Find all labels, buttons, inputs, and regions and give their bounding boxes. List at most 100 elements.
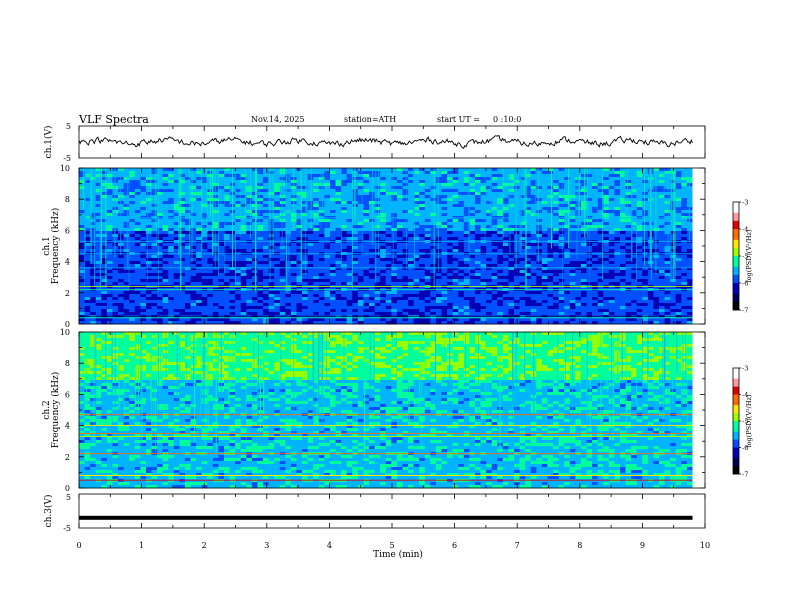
spectrogram-cell: [408, 219, 415, 223]
spectrogram-cell: [274, 198, 281, 202]
spectrogram-cell: [525, 297, 532, 301]
spectrogram-cell: [480, 225, 487, 229]
spectrogram-cell: [95, 234, 102, 238]
spectrogram-cell: [636, 243, 643, 247]
spectrogram-cell: [357, 219, 364, 223]
spectrogram-cell: [636, 180, 643, 184]
spectrogram-cell: [173, 171, 180, 175]
spectrogram-cell: [257, 255, 264, 259]
spectrogram-cell: [207, 222, 214, 226]
spectrogram-cell: [647, 294, 654, 298]
spectrogram-cell: [179, 273, 186, 277]
spectrogram-cell: [597, 222, 604, 226]
spectrogram-cell: [173, 279, 180, 283]
spectrogram-cell: [469, 183, 476, 187]
spectrogram-cell: [369, 225, 375, 229]
spectrogram-cell: [179, 291, 186, 295]
spectrogram-cell: [497, 291, 504, 295]
spectrogram-cell: [519, 225, 526, 229]
spectrogram-cell: [123, 228, 130, 232]
spectrogram-cell: [391, 186, 398, 190]
spectrogram-cell: [642, 261, 649, 265]
spectrogram-cell: [235, 201, 242, 205]
spectrogram-cell: [352, 297, 359, 301]
spectrogram-cell: [268, 300, 275, 304]
spectrogram-cell: [179, 261, 186, 265]
spectrogram-cell: [162, 192, 169, 196]
spectrogram-cell: [184, 201, 191, 205]
spectrogram-cell: [95, 291, 102, 295]
spectrogram-cell: [514, 198, 520, 202]
spectrogram-cell: [474, 258, 481, 262]
spectrogram-cell: [502, 183, 509, 187]
spectrogram-cell: [369, 198, 375, 202]
spectrogram-cell: [474, 291, 481, 295]
spectrogram-cell: [313, 300, 320, 304]
spectrogram-cell: [151, 279, 158, 283]
spectrogram-cell: [675, 282, 682, 286]
spectrogram-cell: [474, 249, 481, 253]
spectrogram-cell: [279, 201, 286, 205]
spectrogram-cell: [140, 195, 147, 199]
spectrogram-cell: [419, 228, 426, 232]
spectrogram-cell: [357, 264, 364, 268]
spectrogram-cell: [408, 225, 415, 229]
spectrogram-cell: [279, 243, 286, 247]
spectrogram-cell: [363, 234, 370, 238]
spectrogram-cell: [486, 234, 493, 238]
spectrogram-cell: [235, 249, 242, 253]
spectrogram-cell: [413, 171, 420, 175]
spectrogram-cell: [625, 168, 632, 172]
spectrogram-cell: [474, 231, 481, 235]
spectrogram-cell: [95, 249, 102, 253]
spectrogram-cell: [140, 297, 147, 301]
spectrogram-cell: [670, 294, 677, 298]
spectrogram-cell: [118, 261, 125, 265]
spectrogram-cell: [95, 279, 102, 283]
spectrogram-cell: [486, 255, 493, 259]
spectrogram-cell: [430, 171, 437, 175]
spectrogram-cell: [408, 264, 415, 268]
spectrogram-cell: [525, 294, 532, 298]
spectrogram-cell: [452, 237, 459, 241]
spectrogram-cell: [296, 261, 303, 265]
spectrogram-cell: [173, 270, 180, 274]
spectrogram-cell: [285, 264, 292, 268]
spectrogram-cell: [569, 282, 576, 286]
spectrogram-cell: [140, 264, 147, 268]
spectrogram-cell: [558, 249, 565, 253]
spectrogram-cell: [84, 264, 91, 268]
spectrogram-cell: [458, 234, 465, 238]
spectrogram-cell: [134, 246, 141, 250]
spectrogram-cell: [547, 183, 554, 187]
spectrogram-cell: [569, 270, 576, 274]
spectrogram-cell: [179, 222, 186, 226]
spectrogram-cell: [558, 225, 565, 229]
spectrogram-cell: [84, 273, 91, 277]
spectrogram-cell: [324, 180, 331, 184]
spectrogram-cell: [424, 237, 431, 241]
spectrogram-cell: [536, 291, 543, 295]
spectrogram-cell: [424, 228, 431, 232]
spectrogram-cell: [162, 261, 169, 265]
spectrogram-cell: [106, 183, 113, 187]
spectrogram-cell: [140, 198, 147, 202]
spectrogram-cell: [491, 180, 498, 184]
spectrogram-cell: [263, 222, 270, 226]
spectrogram-cell: [592, 270, 599, 274]
spectrogram-cell: [558, 219, 565, 223]
spectrogram-cell: [541, 192, 548, 196]
spectrogram-cell: [385, 270, 392, 274]
spectrogram-cell: [486, 171, 493, 175]
spectrogram-cell: [263, 255, 270, 259]
spectrogram-cell: [313, 291, 320, 295]
spectrogram-cell: [134, 222, 141, 226]
spectrogram-cell: [268, 243, 275, 247]
spectrogram-cell: [424, 195, 431, 199]
spectrogram-cell: [480, 207, 487, 211]
spectrogram-cell: [302, 297, 309, 301]
spectrogram-cell: [419, 201, 426, 205]
spectrogram-cell: [631, 261, 638, 265]
spectrogram-cell: [580, 192, 587, 196]
spectrogram-cell: [279, 258, 286, 262]
